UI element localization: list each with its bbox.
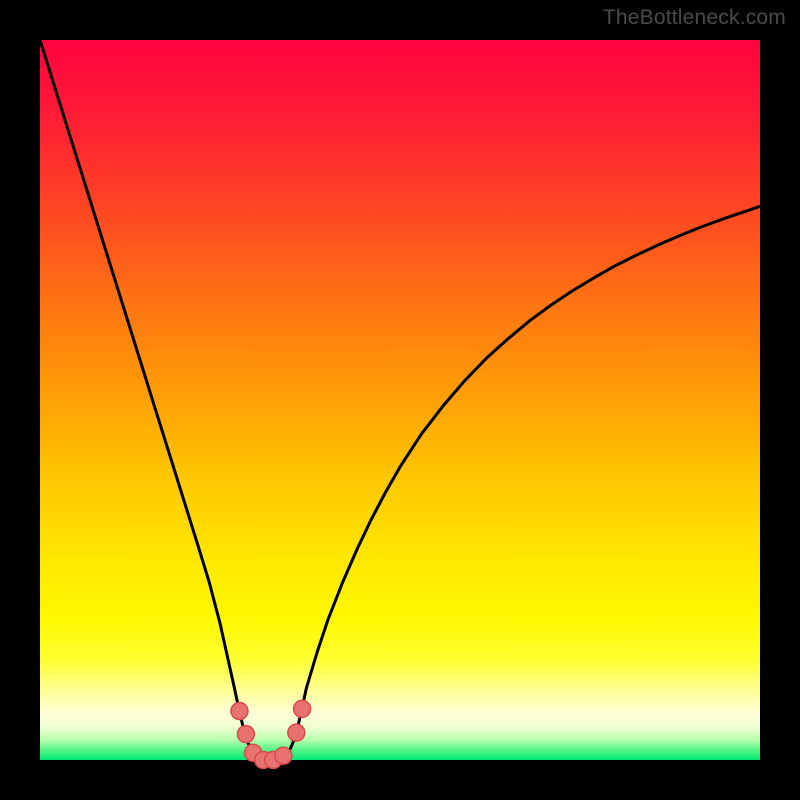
chart-marker xyxy=(237,726,254,743)
watermark-text: TheBottleneck.com xyxy=(603,6,786,30)
chart-marker xyxy=(231,703,248,720)
chart-marker xyxy=(275,747,292,764)
chart-marker xyxy=(294,700,311,717)
bottleneck-curve xyxy=(40,40,760,760)
chart-markers xyxy=(231,700,311,768)
chart-curve-layer xyxy=(40,40,760,760)
chart-plot-area xyxy=(40,40,760,760)
chart-marker xyxy=(288,724,305,741)
